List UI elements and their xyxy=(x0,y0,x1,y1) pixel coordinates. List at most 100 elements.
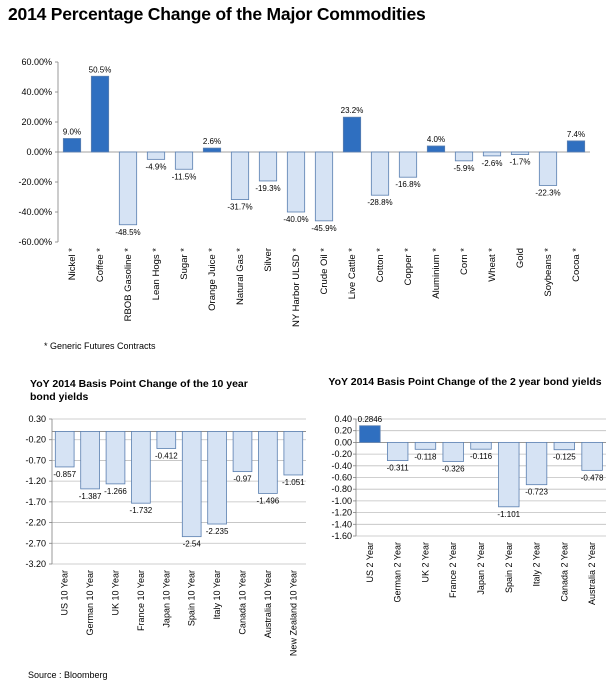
category-label: Australia 10 Year xyxy=(263,570,273,638)
y-tick-label: -0.20 xyxy=(25,435,46,445)
value-label: -0.723 xyxy=(525,488,548,497)
bar-negative xyxy=(207,431,227,525)
bar-positive xyxy=(202,147,222,153)
value-label: -1.496 xyxy=(257,496,280,505)
ten-year-chart-title: YoY 2014 Basis Point Change of the 10 ye… xyxy=(30,378,248,403)
bar-positive xyxy=(62,138,82,153)
category-label: Australia 2 Year xyxy=(587,542,597,605)
value-label: -2.235 xyxy=(206,527,229,536)
category-label: Copper * xyxy=(403,248,414,286)
bar-negative xyxy=(286,151,306,213)
bar-negative xyxy=(174,151,194,170)
value-label: -19.3% xyxy=(255,184,280,193)
value-label: 2.6% xyxy=(203,137,221,146)
value-label: -2.6% xyxy=(482,159,503,168)
y-tick-label: 0.30 xyxy=(28,414,46,424)
y-tick-label: -0.20 xyxy=(331,449,352,459)
value-label: -5.9% xyxy=(454,164,475,173)
value-label: 4.0% xyxy=(427,135,445,144)
bar-negative xyxy=(181,431,202,538)
bar-negative xyxy=(398,151,418,178)
y-tick-label: -60.00% xyxy=(18,237,52,247)
y-tick-label: 0.40 xyxy=(334,414,352,424)
bar-negative xyxy=(258,431,278,494)
bar-negative xyxy=(105,431,126,485)
bar-negative xyxy=(581,441,603,471)
value-label: -2.54 xyxy=(183,540,202,549)
category-label: Natural Gas * xyxy=(235,248,246,305)
bar-negative xyxy=(538,151,558,186)
bar-negative xyxy=(54,431,75,468)
source-note: Source : Bloomberg xyxy=(28,670,108,680)
category-label: Italy 10 Year xyxy=(212,570,222,620)
value-label: -0.97 xyxy=(233,475,252,484)
bar-negative xyxy=(314,151,334,222)
two-year-chart-title: YoY 2014 Basis Point Change of the 2 yea… xyxy=(328,376,602,388)
bar-negative xyxy=(553,441,576,451)
bar-negative xyxy=(80,431,100,490)
category-label: Orange Juice * xyxy=(207,248,218,311)
value-label: 23.2% xyxy=(341,106,364,115)
bar-negative xyxy=(146,151,166,160)
value-label: -0.412 xyxy=(155,451,178,460)
category-label: Japan 2 Year xyxy=(476,542,486,595)
y-tick-label: -1.00 xyxy=(331,496,352,506)
value-label: -1.266 xyxy=(104,487,127,496)
category-label: Lean Hogs * xyxy=(151,248,162,301)
value-label: -0.125 xyxy=(553,453,576,462)
bar-negative xyxy=(510,151,530,155)
bar-negative xyxy=(442,441,464,462)
value-label: -28.8% xyxy=(367,198,392,207)
y-tick-label: -1.60 xyxy=(331,531,352,541)
bar-negative xyxy=(498,441,520,508)
y-tick-label: 60.00% xyxy=(21,57,52,67)
value-label: -0.478 xyxy=(581,473,604,482)
y-tick-label: -1.20 xyxy=(331,508,352,518)
y-tick-label: 0.00% xyxy=(26,147,52,157)
bar-positive xyxy=(90,75,110,153)
y-tick-label: -0.70 xyxy=(25,455,46,465)
category-label: Cocoa * xyxy=(571,248,582,282)
y-tick-label: -20.00% xyxy=(18,177,52,187)
category-label: France 2 Year xyxy=(448,542,458,598)
value-label: 0.2846 xyxy=(358,415,383,424)
value-label: -16.8% xyxy=(395,180,420,189)
bar-negative xyxy=(386,441,409,461)
category-label: UK 10 Year xyxy=(111,570,121,616)
y-tick-label: -2.20 xyxy=(25,518,46,528)
y-tick-label: -1.70 xyxy=(25,497,46,507)
y-tick-label: -1.40 xyxy=(331,519,352,529)
value-label: -0.311 xyxy=(387,464,410,473)
bar-negative xyxy=(230,151,250,200)
bar-positive xyxy=(566,140,586,153)
footnote: * Generic Futures Contracts xyxy=(44,341,156,351)
value-label: -1.101 xyxy=(497,510,520,519)
y-tick-label: -0.60 xyxy=(331,473,352,483)
value-label: -4.9% xyxy=(146,162,167,171)
category-label: Sugar * xyxy=(179,248,190,280)
category-label: NY Harbor ULSD * xyxy=(291,248,302,327)
category-label: US 2 Year xyxy=(365,542,375,583)
category-label: New Zealand 10 Year xyxy=(288,570,298,656)
bar-negative xyxy=(232,431,253,473)
bar-negative xyxy=(470,441,492,450)
bar-negative xyxy=(283,431,304,476)
category-label: Nickel * xyxy=(67,248,78,281)
value-label: -1.051 xyxy=(282,478,305,487)
value-label: 9.0% xyxy=(63,128,81,137)
value-label: -31.7% xyxy=(227,203,252,212)
category-label: US 10 Year xyxy=(60,570,70,616)
bar-negative xyxy=(131,431,151,504)
category-label: Canada 10 Year xyxy=(238,570,248,635)
value-label: -0.326 xyxy=(442,464,465,473)
value-label: -0.116 xyxy=(470,452,493,461)
value-label: -0.118 xyxy=(414,452,437,461)
value-label: 7.4% xyxy=(567,130,585,139)
category-label: Crude Oil * xyxy=(319,248,330,295)
category-label: Coffee * xyxy=(95,248,106,282)
y-tick-label: -3.20 xyxy=(25,559,46,569)
y-tick-label: -0.80 xyxy=(331,484,352,494)
bar-negative xyxy=(414,441,437,450)
